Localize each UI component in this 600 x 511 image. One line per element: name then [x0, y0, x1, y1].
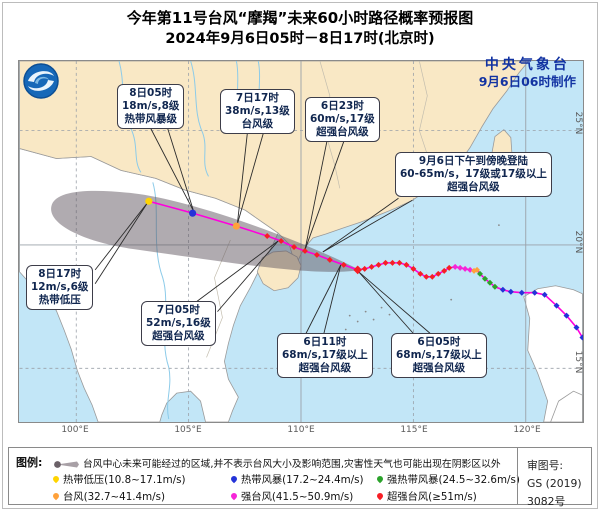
callout-8d05: 8日05时 18m/s,8级 热带风暴级 — [117, 84, 185, 129]
callout-leader-lines — [94, 128, 431, 334]
sts-marker-icon — [375, 474, 385, 484]
lon-label-100e: 100°E — [61, 425, 89, 435]
lon-label-110e: 110°E — [287, 425, 315, 435]
agency-credit: 中央气象台 9月6日06时制作 — [479, 56, 576, 90]
td-marker-icon — [51, 474, 61, 484]
legend-item-sts: 强热带风暴(24.5~32.6m/s) — [375, 471, 520, 486]
corner-island — [550, 390, 583, 422]
cma-logo-icon — [22, 62, 60, 100]
callout-6d11: 6日11时 68m/s,17级以上 超强台风级 — [277, 333, 373, 378]
lat-label-20n: 20°N — [573, 230, 583, 254]
legend-panel: 图例: 台风中心未来可能经过的区域,并不表示台风大小及影响范围,灾害性天气也可能… — [8, 447, 592, 508]
ts-marker-icon — [229, 474, 239, 484]
ty-marker-icon — [51, 491, 61, 501]
legend-cone-note: 台风中心未来可能经过的区域,并不表示台风大小及影响范围,灾害性天气也可能出现在阴… — [83, 459, 501, 470]
callout-6d05: 6日05时 68m/s,17级以上 超强台风级 — [391, 333, 487, 378]
typhoon-track — [145, 197, 583, 341]
callout-7d05: 7日05时 52m/s,16级 超强台风级 — [141, 301, 216, 346]
legend-item-ts: 热带风暴(17.2~24.4m/s) — [229, 471, 364, 486]
legend-item-super: 超强台风(≥51m/s) — [375, 488, 477, 503]
legend-item-sty: 强台风(41.5~50.9m/s) — [229, 488, 353, 503]
legend-item-td: 热带低压(10.8~17.1m/s) — [51, 471, 186, 486]
callout-landfall: 9月6日下午到傍晚登陆 60-65m/s，17级或17级以上 超强台风级 — [395, 152, 552, 197]
callout-7d17: 7日17时 38m/s,13级 台风级 — [220, 89, 295, 134]
agency-name: 中央气象台 — [484, 57, 570, 73]
legend-label: 图例: — [16, 456, 43, 469]
probability-cone — [51, 190, 360, 272]
super-marker-icon — [375, 491, 385, 501]
callout-6d23: 6日23时 60m/s,17级 超强台风级 — [305, 97, 380, 142]
lat-label-25n: 25°N — [573, 111, 583, 135]
title-line-2: 2024年9月6日05时－8日17时(北京时) — [165, 31, 435, 47]
cone-legend-icon — [53, 455, 79, 474]
lon-label-105e: 105°E — [174, 425, 202, 435]
lon-label-115e: 115°E — [400, 425, 428, 435]
callout-8d17: 8日17时 12m/s,6级 热带低压 — [26, 265, 94, 310]
legend-item-ty: 台风(32.7~41.4m/s) — [51, 488, 165, 503]
islet-dots — [344, 224, 500, 331]
title-line-1: 今年第11号台风“摩羯”未来60小时路径概率预报图 — [126, 9, 474, 27]
lon-label-120e: 120°E — [513, 425, 541, 435]
legend-divider — [517, 448, 518, 504]
lat-label-15n: 15°N — [573, 350, 583, 374]
page-title: 今年第11号台风“摩羯”未来60小时路径概率预报图 2024年9月6日05时－8… — [0, 7, 600, 50]
agency-issue-time: 9月6日06时制作 — [478, 74, 576, 89]
sty-marker-icon — [229, 491, 239, 501]
map-approval-number: 审图号: GS (2019) 3082号 — [527, 459, 582, 508]
luzon-island — [523, 285, 583, 422]
